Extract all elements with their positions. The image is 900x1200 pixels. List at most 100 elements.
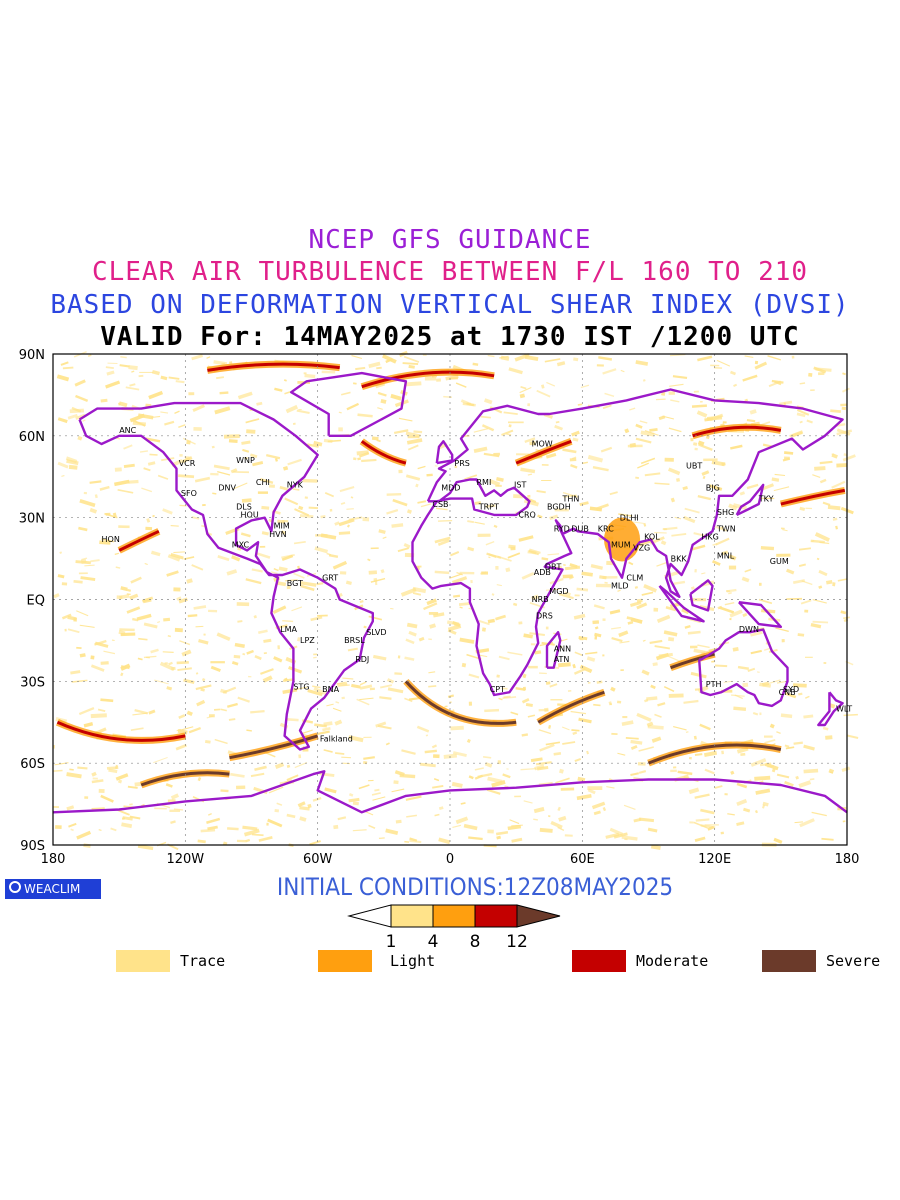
legend-swatch-trace: [116, 950, 170, 972]
trace-patch: [241, 440, 251, 445]
trace-patch: [792, 683, 807, 688]
trace-patch: [782, 529, 788, 532]
trace-patch: [403, 355, 420, 363]
trace-patch: [69, 768, 74, 771]
coastline: [738, 601, 782, 628]
trace-patch: [371, 792, 381, 796]
trace-patch: [62, 366, 74, 370]
trace-patch: [706, 415, 723, 421]
trace-patch: [780, 713, 793, 719]
trace-patch: [373, 654, 387, 661]
trace-patch: [606, 786, 615, 789]
trace-patch: [111, 639, 115, 642]
trace-patch: [611, 636, 623, 643]
trace-patch: [397, 655, 401, 659]
trace-patch: [273, 568, 279, 572]
trace-patch: [587, 786, 603, 790]
trace-patch: [799, 818, 815, 828]
trace-patch: [550, 820, 563, 829]
trace-patch: [579, 638, 584, 641]
trace-patch: [487, 354, 495, 358]
trace-patch: [160, 375, 168, 381]
trace-patch: [294, 686, 308, 691]
trace-patch: [425, 734, 429, 737]
trace-patch: [84, 564, 95, 567]
trace-patch: [800, 599, 812, 605]
trace-patch: [688, 787, 700, 795]
trace-patch: [776, 680, 786, 684]
trace-patch: [285, 404, 299, 414]
trace-patch: [750, 758, 767, 767]
trace-patch: [186, 710, 193, 717]
trace-patch: [341, 756, 352, 759]
trace-patch: [245, 418, 260, 424]
trace-patch: [278, 566, 288, 572]
trace-patch: [646, 696, 658, 701]
trace-patch: [585, 651, 598, 655]
trace-patch: [213, 464, 230, 471]
city-label: MDD: [441, 483, 460, 492]
trace-patch: [412, 591, 422, 596]
trace-patch: [503, 695, 511, 699]
trace-patch: [323, 438, 333, 444]
trace-patch: [329, 508, 333, 512]
trace-patch: [242, 652, 246, 656]
trace-patch: [408, 630, 417, 637]
trace-patch: [303, 372, 307, 375]
trace-patch: [459, 606, 463, 609]
trace-patch: [674, 516, 682, 520]
trace-patch: [594, 635, 598, 640]
trace-patch: [669, 383, 684, 387]
trace-patch: [337, 816, 347, 821]
trace-patch: [60, 361, 69, 366]
trace-patch: [66, 772, 82, 779]
trace-patch: [428, 612, 439, 615]
trace-patch: [417, 465, 426, 470]
trace-patch: [717, 605, 723, 610]
trace-patch: [533, 806, 545, 814]
trace-patch: [663, 570, 680, 579]
trace-patch: [286, 764, 291, 768]
trace-patch: [338, 518, 355, 527]
trace-patch: [338, 427, 343, 432]
trace-patch: [531, 594, 539, 601]
trace-patch: [799, 506, 806, 511]
trace-patch: [825, 735, 833, 740]
trace-patch: [625, 736, 639, 740]
trace-patch: [573, 613, 586, 620]
trace-patch: [378, 529, 386, 534]
trace-patch: [736, 821, 745, 826]
trace-patch: [563, 563, 566, 567]
city-label: KOL: [644, 533, 660, 542]
trace-patch: [630, 739, 643, 745]
city-label: UBT: [686, 462, 702, 471]
trace-patch: [385, 828, 399, 836]
trace-patch: [487, 829, 494, 834]
trace-patch: [814, 532, 830, 542]
trace-patch: [507, 824, 522, 831]
trace-patch: [153, 756, 168, 764]
trace-patch: [66, 459, 79, 466]
trace-patch: [78, 572, 88, 575]
trace-patch: [654, 645, 670, 650]
trace-patch: [370, 577, 386, 583]
trace-patch: [433, 612, 445, 618]
trace-patch: [508, 544, 516, 549]
trace-patch: [287, 458, 302, 466]
trace-patch: [261, 505, 270, 510]
trace-patch: [406, 622, 418, 629]
trace-patch: [173, 551, 185, 553]
trace-patch: [677, 770, 693, 776]
trace-patch: [307, 689, 323, 697]
latitude-label: 60N: [19, 430, 45, 445]
trace-patch: [261, 531, 269, 536]
trace-patch: [245, 838, 251, 843]
trace-patch: [799, 420, 803, 424]
trace-patch: [170, 820, 176, 824]
city-label: DBT: [545, 563, 562, 572]
trace-patch: [208, 609, 218, 613]
trace-patch: [73, 617, 78, 622]
trace-patch: [491, 780, 506, 788]
trace-patch: [785, 692, 797, 699]
coastline: [545, 631, 562, 669]
